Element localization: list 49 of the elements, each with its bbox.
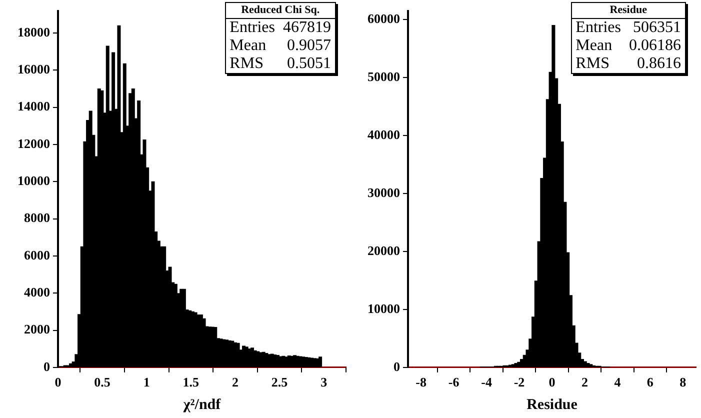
y-tick-label: 4000 [24, 284, 50, 300]
annotation: RMS [574, 55, 610, 73]
y-tick-label: 20000 [368, 242, 400, 258]
y-tick-label: 2000 [24, 322, 50, 337]
annotation: 0.9057 [286, 37, 332, 55]
annotation: Mean [228, 37, 268, 55]
annotation: 506351 [632, 19, 682, 37]
x-tick-label: 0 [548, 374, 556, 390]
y-tick-label: 16000 [18, 62, 50, 77]
x-tick-label: -2 [514, 374, 525, 390]
x-tick-label: -6 [448, 374, 460, 390]
y-tick-label: 8000 [24, 210, 50, 226]
y-tick-label: 10000 [368, 300, 400, 316]
x-tick-label: -4 [481, 374, 492, 390]
annotation: Entries [228, 19, 276, 37]
y-tick-label: 40000 [368, 126, 400, 142]
y-tick-label: 10000 [18, 173, 50, 188]
x-tick-label: 6 [646, 374, 654, 390]
x-tick-label: 1.5 [182, 374, 200, 390]
x-tick-label: 2 [581, 374, 588, 390]
annotation: 467819 [282, 19, 332, 37]
chart-title: Residue [572, 3, 685, 19]
x-tick-label: 0.5 [94, 374, 111, 390]
x-axis-title: χ²/ndf [182, 396, 222, 413]
annotation: 0.06186 [628, 37, 682, 55]
x-tick-label: 3 [320, 374, 328, 390]
annotation: RMS [228, 55, 264, 73]
x-axis-title: Residue [526, 396, 578, 413]
y-tick-label: 14000 [18, 98, 50, 114]
chart-title: Reduced Chi Sq. [226, 3, 335, 19]
y-tick-label: 50000 [368, 68, 400, 84]
x-tick-label: 0 [54, 374, 62, 390]
x-tick-label: 2.5 [271, 374, 288, 390]
annotation: Mean [574, 37, 614, 55]
annotation: 0.8616 [636, 55, 682, 73]
x-tick-label: 2 [232, 374, 238, 390]
x-tick-label: 1 [143, 374, 150, 390]
y-tick-label: 18000 [18, 24, 50, 40]
y-tick-label: 12000 [18, 136, 50, 151]
y-tick-label: 0 [394, 358, 400, 374]
y-tick-label: 0 [44, 358, 50, 374]
y-tick-label: 30000 [368, 184, 400, 200]
y-tick-label: 60000 [368, 10, 400, 26]
y-tick-label: 6000 [24, 247, 50, 262]
annotation: 0.5051 [286, 55, 332, 73]
x-tick-label: 8 [680, 374, 687, 390]
annotation: Entries [574, 19, 622, 37]
x-tick-label: -8 [416, 374, 427, 390]
x-tick-label: 4 [614, 374, 622, 390]
